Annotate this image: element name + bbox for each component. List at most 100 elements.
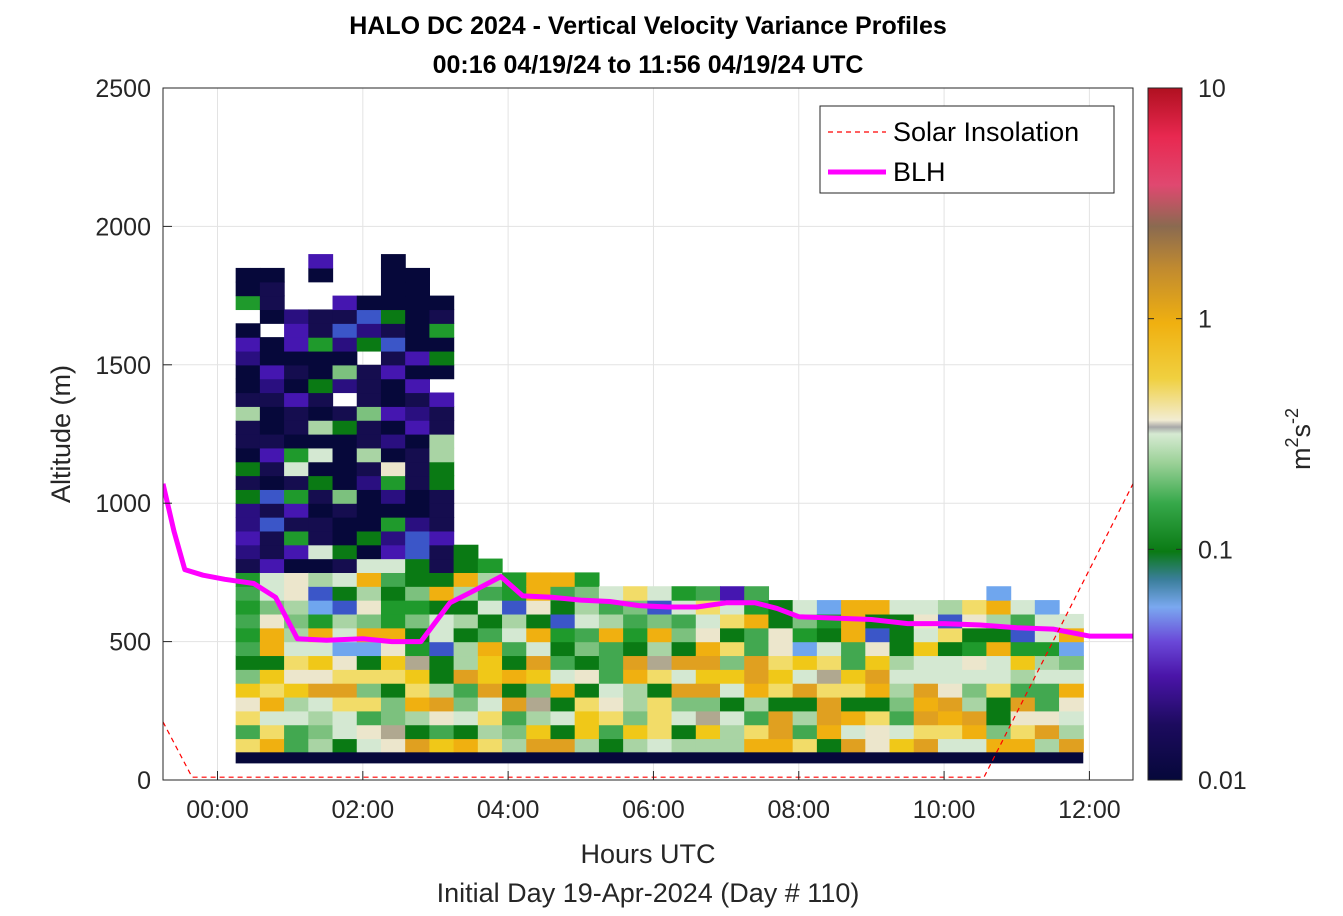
heatmap-cell [356,530,382,546]
heatmap-cell [574,683,600,698]
heatmap-cell [477,613,503,629]
heatmap-cell [284,447,309,463]
heatmap-cell [598,696,624,712]
heatmap-cell [308,309,334,324]
heatmap-cell [380,475,406,490]
heatmap-cell [1059,696,1084,712]
heatmap-cell [937,655,963,670]
heatmap-cell [259,281,285,297]
heatmap-cell [962,738,987,753]
heatmap-cell [332,655,358,670]
heatmap-cell [550,710,576,726]
heatmap-cell [380,489,406,504]
heatmap-cell [962,696,987,712]
heatmap-cell [405,669,430,684]
heatmap-cell [598,586,624,601]
heatmap-cell [284,738,309,753]
heatmap-cell [598,738,624,753]
heatmap-cell [380,364,406,380]
heatmap-cell [259,710,285,726]
heatmap-cell [986,669,1012,684]
heatmap-cell [1059,724,1084,740]
heatmap-cell [623,641,648,657]
heatmap-cell [235,613,261,629]
heatmap-cell [429,517,455,532]
heatmap-cell [429,447,455,463]
heatmap-cell [574,641,600,657]
heatmap-cell [405,378,430,394]
heatmap-cell [380,281,406,297]
heatmap-cell [1059,738,1084,753]
heatmap-cell [550,627,576,643]
heatmap-cell [526,669,552,684]
heatmap-cell [405,710,430,726]
heatmap-cell [429,738,455,753]
heatmap-cell [259,738,285,753]
heatmap-cell [623,738,648,753]
heatmap-cell [429,475,455,490]
heatmap-cell [720,669,745,684]
heatmap-cell [429,392,455,407]
heatmap-cell [913,696,939,712]
heatmap-cell [380,627,406,643]
heatmap-cell [332,309,358,324]
heatmap-cell [429,586,455,601]
heatmap-cell [865,683,891,698]
heatmap-cell [671,655,697,670]
heatmap-cell [308,696,334,712]
heatmap-cell [720,655,745,670]
legend-blh-label: BLH [893,157,946,187]
colorbar-tick-label: 0.1 [1198,536,1233,564]
heatmap-cell [235,683,261,698]
heatmap-cell [405,613,430,629]
heatmap-cell [380,323,406,338]
heatmap-cell [1059,710,1084,726]
heatmap-cell [259,392,285,407]
heatmap-cell [235,350,261,366]
heatmap-cell [405,586,430,601]
heatmap-cell [429,406,455,421]
heatmap-cell [913,655,939,670]
heatmap-cell [380,572,406,587]
heatmap-cell [429,461,455,477]
heatmap-cell [889,738,915,753]
heatmap-cell [913,627,939,643]
heatmap-cell [332,295,358,311]
heatmap-cell [308,254,334,269]
heatmap-cell [502,710,527,726]
heatmap-cell [720,696,745,712]
heatmap-cell [332,558,358,573]
heatmap-cell [526,710,552,726]
heatmap-cell [380,295,406,311]
heatmap-cell [647,641,673,657]
heatmap-cell [913,669,939,684]
heatmap-cell [380,641,406,657]
heatmap-cell [284,696,309,712]
heatmap-cell [308,586,334,601]
heatmap-cell [816,669,842,684]
y-tick-label: 1000 [95,490,151,518]
heatmap-cell [405,683,430,698]
heatmap-cell [284,655,309,670]
heatmap-cell [671,738,697,753]
heatmap-cell [865,696,891,712]
heatmap-cell [986,600,1012,615]
heatmap-cell [744,627,770,643]
heatmap-cell [284,350,309,366]
heatmap-cell [356,683,382,698]
heatmap-cell [574,724,600,740]
heatmap-cell [235,738,261,753]
heatmap-cell [453,669,479,684]
heatmap-cell [380,517,406,532]
heatmap-cell [986,641,1012,657]
heatmap-cell [235,323,261,338]
heatmap-cell [1059,613,1084,629]
heatmap-cell [453,710,479,726]
heatmap-cell [380,434,406,449]
heatmap-cell [937,738,963,753]
heatmap-cell [235,392,261,407]
heatmap-cell [405,295,430,311]
heatmap-cell [332,461,358,477]
heatmap-cell [695,724,721,740]
heatmap-cell [308,323,334,338]
